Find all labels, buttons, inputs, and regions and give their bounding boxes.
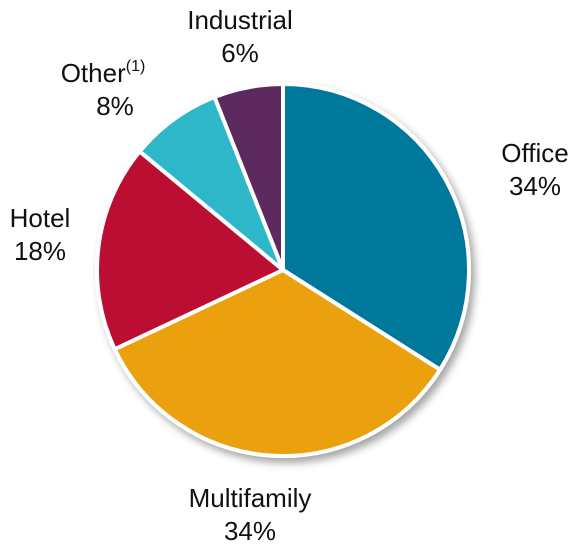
- value-label: 34%: [224, 516, 276, 546]
- value-label: 8%: [96, 91, 134, 121]
- category-note: (1): [126, 58, 146, 75]
- category-label: Office: [501, 138, 568, 168]
- slice-label: Multifamily: [189, 483, 312, 513]
- value-label: 6%: [221, 38, 259, 68]
- value-label: 18%: [14, 236, 66, 266]
- slice-label: Other(1): [61, 58, 146, 88]
- slice-label: Hotel: [10, 203, 71, 233]
- category-label: Multifamily: [189, 483, 312, 513]
- category-label: Other: [61, 58, 126, 88]
- category-label: Industrial: [187, 5, 293, 35]
- slice-label: Office: [501, 138, 568, 168]
- slice-label: Industrial: [187, 5, 293, 35]
- pie: [95, 82, 471, 458]
- pie-slice: [112, 268, 443, 458]
- category-label: Hotel: [10, 203, 71, 233]
- pie-slice: [212, 82, 285, 272]
- value-label: 34%: [509, 171, 561, 201]
- pie-slice: [95, 149, 285, 352]
